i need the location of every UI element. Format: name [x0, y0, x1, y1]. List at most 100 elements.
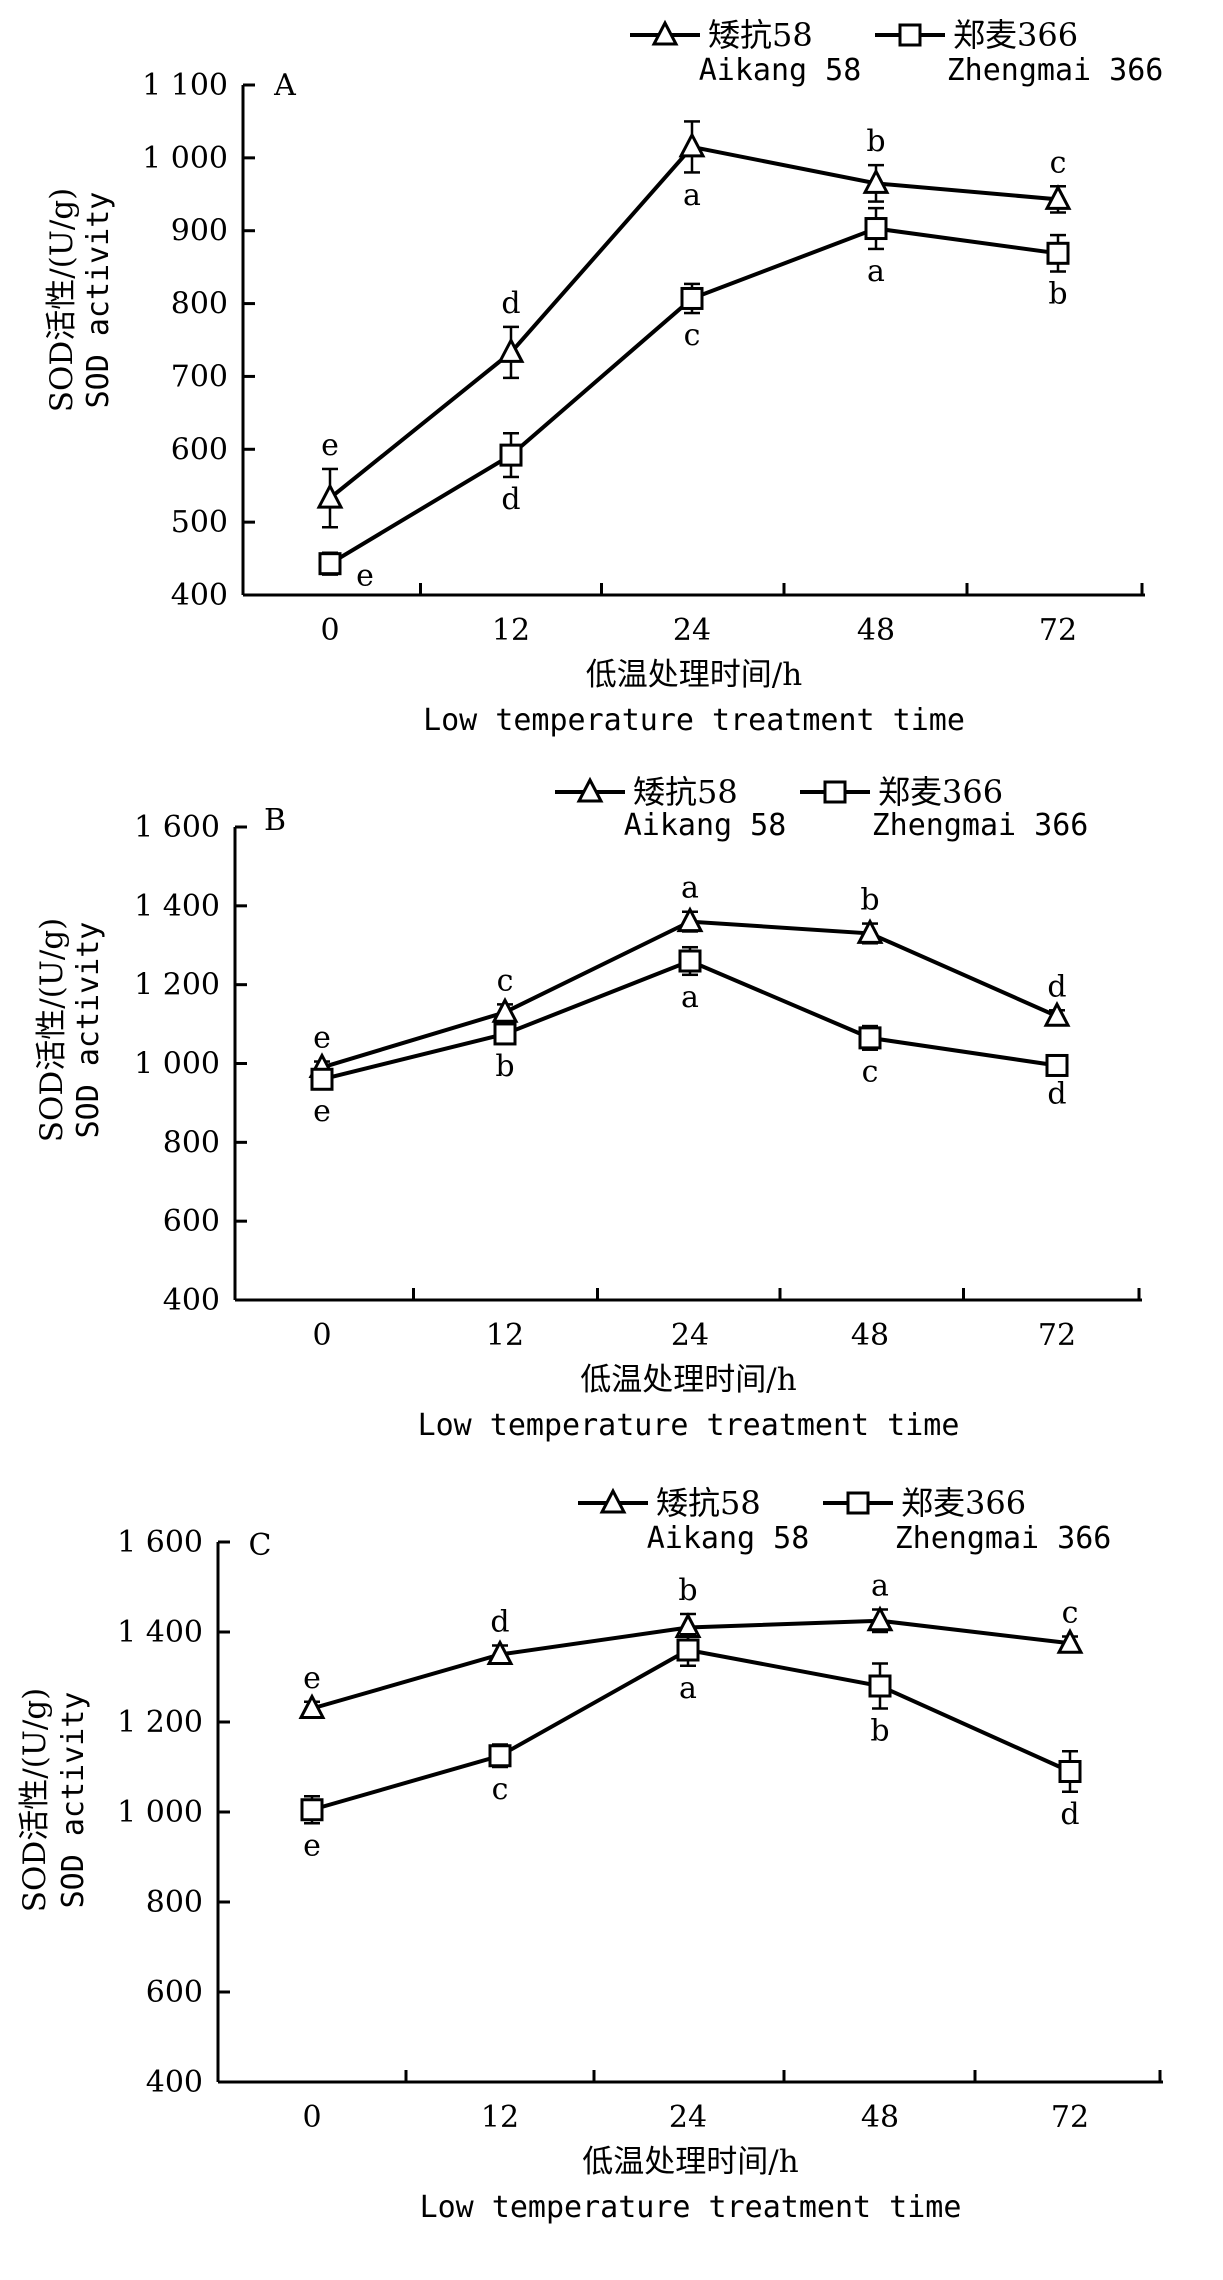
legend-label-zhengmai366-en: Zhengmai 366	[947, 53, 1164, 88]
x-axis-title-en: Low temperature treatment time	[420, 2190, 962, 2225]
significance-letter: c	[1062, 1596, 1079, 1631]
data-point-square	[676, 1638, 700, 1662]
x-axis-title: 低温处理时间/h	[580, 1362, 796, 1398]
y-axis-title-en: SOD activity	[81, 192, 116, 409]
y-tick-label: 1 400	[117, 1615, 203, 1650]
y-tick-label: 500	[171, 505, 228, 540]
x-tick-label: 48	[861, 2100, 899, 2135]
y-tick-label: 800	[163, 1125, 220, 1160]
x-tick-label: 12	[481, 2100, 519, 2135]
significance-letter: e	[303, 1828, 321, 1863]
data-point-square	[310, 1067, 334, 1091]
series-line-zhengmai366	[328, 226, 1059, 566]
y-axis-title: SOD活性/(U/g)	[34, 918, 70, 1143]
data-point-square	[1058, 1760, 1082, 1783]
y-tick-label: 1 400	[134, 889, 220, 924]
y-tick-label: 1 000	[117, 1795, 203, 1830]
x-tick-label: 0	[320, 613, 339, 648]
data-point-square	[1045, 1053, 1069, 1077]
x-tick-label: 72	[1038, 1318, 1076, 1353]
y-tick-label: 1 200	[117, 1705, 203, 1740]
x-tick-label: 72	[1039, 613, 1077, 648]
significance-letter: d	[1060, 1797, 1079, 1832]
significance-letter: e	[313, 1021, 331, 1056]
x-tick-label: 12	[492, 613, 530, 648]
significance-letter: a	[683, 178, 701, 213]
data-point-square	[858, 1026, 882, 1050]
chart-panel-C: 400 600 800 1 000 1 200 1 400 1 600 0 12 24 48 72 低温…	[17, 1484, 1163, 2225]
significance-letter: a	[681, 980, 699, 1015]
significance-letter: c	[492, 1772, 509, 1807]
x-tick-label: 72	[1051, 2100, 1089, 2135]
significance-letter: a	[679, 1671, 697, 1706]
data-point-triangle	[678, 131, 706, 158]
data-point-square	[300, 1798, 324, 1822]
y-tick-label: 1 000	[134, 1047, 220, 1082]
significance-letter: e	[313, 1094, 331, 1129]
data-point-triangle	[486, 1639, 514, 1665]
y-axis-title-en: SOD activity	[56, 1692, 91, 1909]
data-point-triangle	[676, 906, 704, 933]
data-point-triangle	[497, 337, 525, 363]
x-axis-title-en: Low temperature treatment time	[423, 703, 965, 738]
data-point-square	[493, 1022, 517, 1046]
data-point-triangle	[298, 1693, 326, 1719]
x-tick-label: 24	[673, 613, 711, 648]
significance-letter: a	[681, 871, 699, 906]
significance-letter: b	[1048, 277, 1067, 312]
legend-label-aikang58: 矮抗58	[633, 773, 738, 811]
data-point-triangle	[1043, 1000, 1071, 1027]
x-tick-label: 48	[851, 1318, 889, 1353]
significance-letter: c	[684, 318, 701, 353]
y-tick-label: 400	[171, 578, 228, 613]
significance-letter: d	[490, 1605, 509, 1640]
panel-label: C	[249, 1528, 272, 1563]
legend-marker-triangle	[651, 19, 679, 46]
y-axis-title: SOD活性/(U/g)	[17, 1688, 53, 1913]
y-tick-label: 800	[171, 287, 228, 322]
legend-label-aikang58: 矮抗58	[656, 1484, 761, 1522]
significance-letter: a	[867, 254, 885, 289]
significance-letter: d	[501, 286, 520, 321]
legend-label-zhengmai366: 郑麦366	[878, 773, 1003, 811]
significance-letter: c	[862, 1055, 879, 1090]
significance-letter: e	[356, 559, 374, 594]
legend-marker-square	[846, 1491, 870, 1515]
significance-letter: d	[1047, 969, 1066, 1004]
y-tick-label: 700	[171, 359, 228, 394]
legend-label-aikang58: 矮抗58	[708, 16, 813, 54]
data-point-triangle	[491, 997, 519, 1023]
significance-letter: d	[501, 482, 520, 517]
data-point-square	[1046, 241, 1070, 265]
legend-marker-triangle	[599, 1487, 627, 1514]
series-line-zhengmai366	[321, 958, 1058, 1082]
significance-letter: e	[321, 428, 339, 463]
data-point-square	[864, 217, 888, 241]
y-tick-label: 800	[146, 1885, 203, 1920]
data-point-square	[678, 949, 702, 973]
panel-label: B	[264, 803, 286, 838]
significance-letter: d	[1047, 1076, 1066, 1111]
significance-letter: b	[495, 1049, 514, 1084]
data-point-square	[868, 1674, 892, 1698]
y-tick-label: 1 200	[134, 968, 220, 1003]
x-tick-label: 48	[857, 613, 895, 648]
x-tick-label: 24	[669, 2100, 707, 2135]
data-point-triangle	[316, 482, 344, 509]
y-tick-label: 600	[146, 1975, 203, 2010]
x-axis-title-en: Low temperature treatment time	[418, 1408, 960, 1443]
chart-panel-B: 400 600 800 1 000 1 200 1 400 1 600 0 12 24 48 72 低温…	[34, 773, 1142, 1443]
data-point-triangle	[866, 1605, 894, 1632]
legend-label-zhengmai366: 郑麦366	[953, 16, 1078, 54]
y-tick-label: 1 600	[117, 1525, 203, 1560]
y-tick-label: 1 000	[142, 141, 228, 176]
significance-letter: b	[870, 1714, 889, 1749]
x-tick-label: 12	[486, 1318, 524, 1353]
data-point-triangle	[1044, 184, 1072, 210]
data-point-triangle	[862, 168, 890, 194]
y-tick-label: 400	[163, 1283, 220, 1318]
y-tick-label: 1 100	[142, 68, 228, 103]
significance-letter: c	[1050, 145, 1067, 180]
legend-marker-square	[823, 780, 847, 804]
